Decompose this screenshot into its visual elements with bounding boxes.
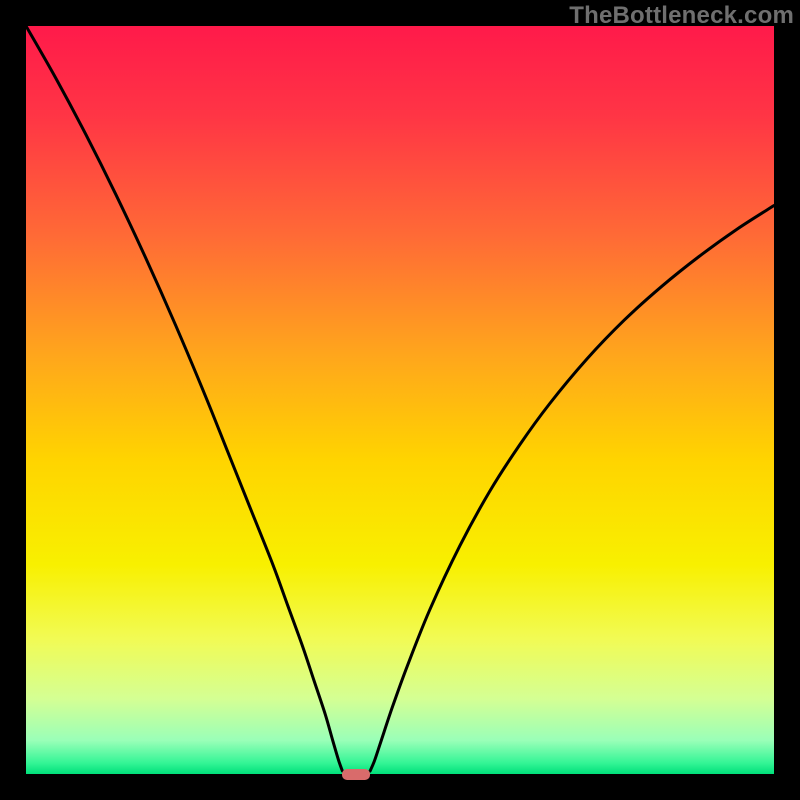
curves-layer	[26, 26, 774, 774]
optimum-marker	[342, 769, 370, 780]
plot-area	[26, 26, 774, 774]
chart-container: TheBottleneck.com	[0, 0, 800, 800]
left-curve	[26, 26, 342, 771]
watermark-text: TheBottleneck.com	[569, 2, 794, 30]
right-curve	[370, 206, 774, 771]
